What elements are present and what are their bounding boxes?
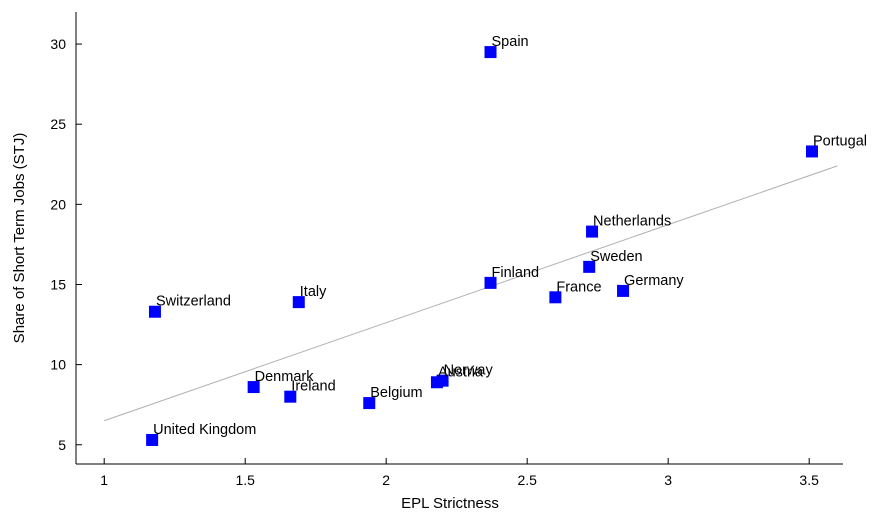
point-label: United Kingdom	[153, 422, 256, 438]
y-tick-label: 30	[50, 36, 66, 52]
point-label: Norway	[444, 363, 494, 379]
x-tick-label: 1.5	[235, 472, 255, 488]
data-point	[430, 376, 443, 389]
point-label: France	[556, 279, 601, 295]
point-label: Switzerland	[156, 294, 231, 310]
data-point	[617, 284, 630, 297]
data-point	[549, 291, 562, 304]
point-label: Sweden	[590, 249, 642, 265]
point-label: Ireland	[291, 379, 335, 395]
y-tick-label: 25	[50, 116, 66, 132]
data-point	[284, 390, 297, 403]
y-tick-label: 15	[50, 276, 66, 292]
point-label: Italy	[300, 284, 327, 300]
y-tick-label: 5	[58, 437, 66, 453]
data-point	[148, 305, 161, 318]
y-ticks-group: 5 10 15 20 25 30	[50, 36, 82, 453]
point-label: Portugal	[813, 133, 867, 149]
x-tick-label: 1	[100, 472, 108, 488]
point-label: Spain	[492, 34, 529, 50]
fit-line-group	[104, 165, 838, 422]
x-ticks-group: 1 1.5 2 2.5 3 3.5	[100, 458, 819, 488]
point-label: Denmark	[255, 369, 315, 385]
regression-line	[104, 165, 838, 422]
x-tick-label: 3.5	[799, 472, 819, 488]
point-label: Finland	[492, 265, 540, 281]
data-point	[146, 433, 159, 446]
x-tick-label: 2.5	[517, 472, 537, 488]
data-point	[247, 381, 260, 394]
data-point	[805, 145, 818, 158]
data-point	[363, 397, 376, 410]
data-point	[586, 225, 599, 238]
data-point	[292, 296, 305, 309]
x-axis-title: EPL Strictness	[401, 495, 499, 512]
data-point	[484, 46, 497, 59]
point-label: Germany	[624, 273, 684, 289]
y-tick-label: 10	[50, 357, 66, 373]
y-tick-label: 20	[50, 196, 66, 212]
point-label: Netherlands	[593, 214, 671, 230]
point-label: Belgium	[370, 385, 422, 401]
x-tick-label: 3	[664, 472, 672, 488]
points-group: Spain Portugal Netherlands Sweden Finland Fra…	[146, 34, 867, 446]
data-point	[583, 260, 596, 273]
data-point	[484, 276, 497, 289]
y-axis-title: Share of Short Term Jobs (STJ)	[11, 133, 28, 344]
point-label: Austria	[438, 364, 484, 380]
x-tick-label: 2	[382, 472, 390, 488]
